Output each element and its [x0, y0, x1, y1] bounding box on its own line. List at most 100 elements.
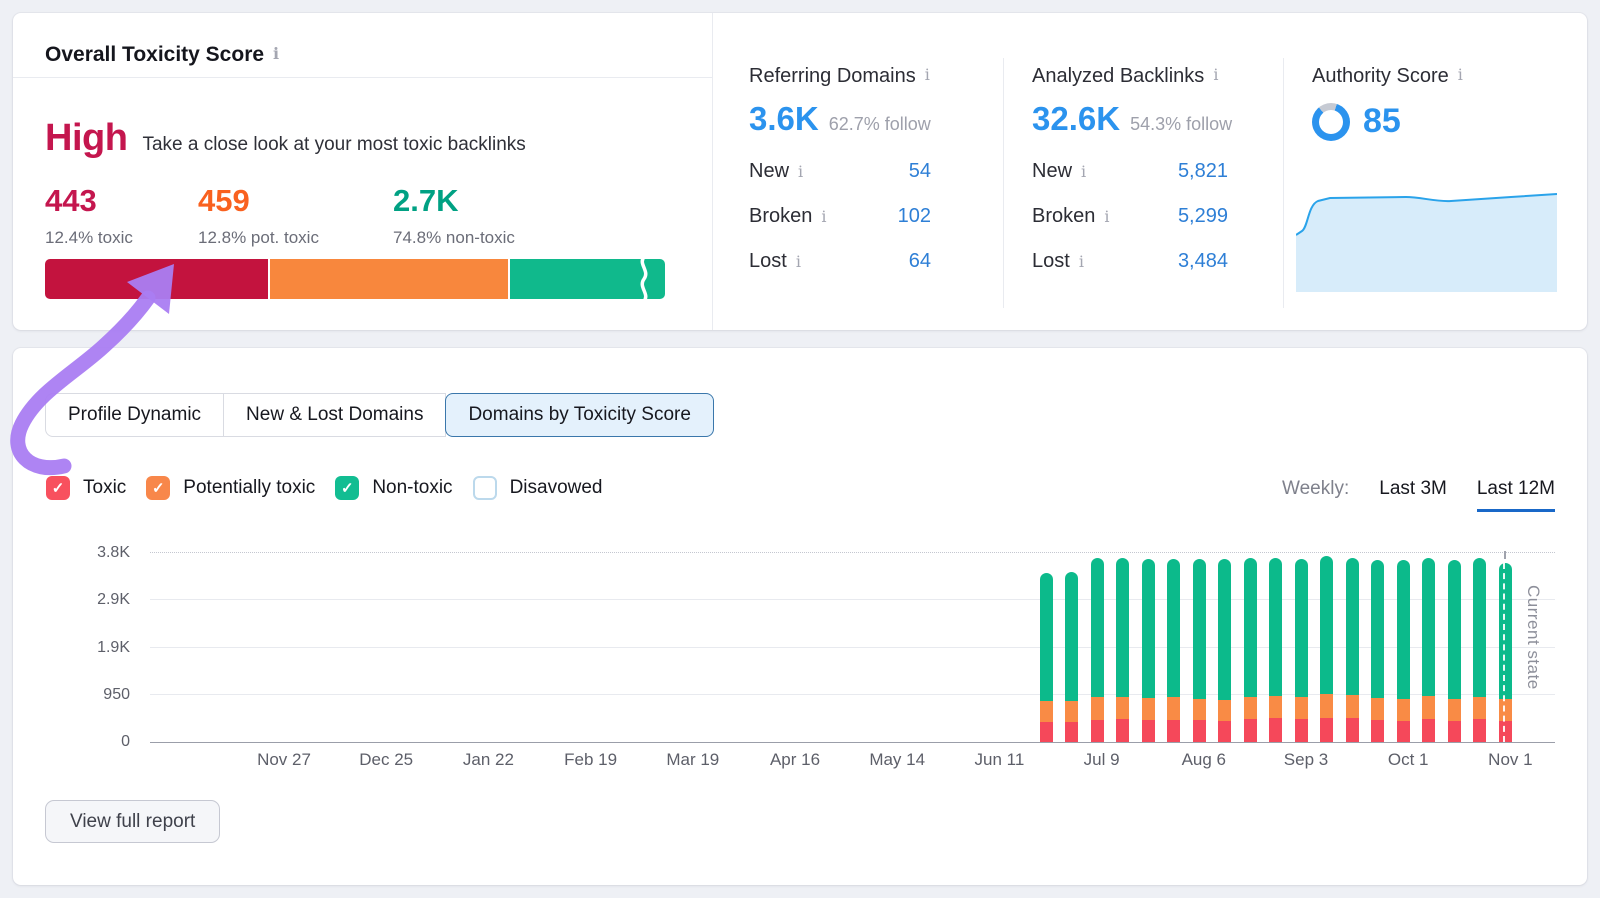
- non-toxic-checkbox[interactable]: ✓: [335, 476, 360, 500]
- bar-segment: [1218, 700, 1231, 721]
- bar-segment: [1294, 719, 1308, 742]
- info-icon[interactable]: i: [1081, 162, 1087, 181]
- non-toxic-caption: 74.8% non-toxic: [393, 228, 515, 247]
- info-icon[interactable]: i: [924, 65, 930, 84]
- bar-segment: [1447, 560, 1461, 700]
- referring-domains-follow: 62.7% follow: [828, 114, 931, 134]
- x-tick-label: Jun 11: [974, 750, 1025, 769]
- bar-segment: [1371, 719, 1384, 742]
- chart-bar: [1243, 558, 1257, 742]
- non-toxic-count: 2.7K: [393, 183, 459, 218]
- divider: [1003, 58, 1004, 308]
- period-last-3m[interactable]: Last 3M: [1379, 478, 1447, 499]
- chart-bar: [1192, 559, 1206, 742]
- x-tick-label: Jul 9: [1083, 750, 1120, 769]
- bar-segment: [1039, 700, 1053, 723]
- disavowed-checkbox[interactable]: [472, 476, 497, 500]
- row-label: Lost: [1032, 250, 1070, 272]
- divider: [1283, 58, 1284, 308]
- potentially-toxic-checkbox[interactable]: ✓: [146, 476, 171, 500]
- referring-domains-value[interactable]: 3.6K: [749, 100, 819, 137]
- info-icon[interactable]: i: [798, 162, 804, 181]
- tab-profile-dynamic[interactable]: Profile Dynamic: [45, 393, 225, 437]
- analyzed-backlinks-value-row: 32.6K 54.3% follow: [1032, 100, 1232, 138]
- x-tick-label: Nov 27: [257, 750, 311, 769]
- bar-segment: [1320, 555, 1333, 695]
- non-toxic-bar-segment: [509, 256, 665, 302]
- row-value-link[interactable]: 64: [908, 250, 931, 272]
- chart-bar: [1167, 559, 1180, 742]
- bar-segment: [1218, 559, 1231, 701]
- info-icon[interactable]: i: [1213, 65, 1219, 84]
- bar-segment: [1167, 696, 1180, 720]
- x-tick-label: Dec 25: [359, 750, 414, 769]
- toxicity-distribution-bar: [45, 256, 665, 302]
- metric-row: New i 54: [749, 160, 931, 183]
- bar-segment: [1294, 559, 1308, 697]
- chart-bar: [1473, 558, 1486, 742]
- chart-bar: [1141, 559, 1155, 742]
- row-value-link[interactable]: 3,484: [1177, 250, 1228, 272]
- filter-toxic[interactable]: ✓ Toxic: [46, 476, 126, 500]
- bar-segment: [1371, 697, 1384, 720]
- analyzed-backlinks-title-text: Analyzed Backlinks: [1032, 65, 1205, 87]
- analyzed-backlinks-value[interactable]: 32.6K: [1032, 100, 1121, 137]
- analyzed-backlinks-title: Analyzed Backlinks i: [1032, 65, 1228, 88]
- bar-segment: [1320, 694, 1333, 719]
- toxicity-hint: Take a close look at your most toxic bac…: [142, 134, 526, 155]
- referring-domains-title-text: Referring Domains: [749, 65, 916, 87]
- potentially-toxic-count: 459: [198, 183, 250, 218]
- row-value-link[interactable]: 5,299: [1177, 205, 1228, 227]
- analyzed-backlinks-follow: 54.3% follow: [1130, 114, 1233, 134]
- bar-segment: [1090, 719, 1104, 742]
- period-last-12m[interactable]: Last 12M: [1476, 478, 1555, 512]
- info-icon[interactable]: i: [1104, 207, 1110, 226]
- x-tick-label: Apr 16: [769, 750, 821, 769]
- bar-segment: [1473, 558, 1486, 698]
- bar-segment: [1192, 559, 1206, 700]
- period-label: Weekly:: [1282, 478, 1350, 499]
- authority-score-title-text: Authority Score: [1312, 65, 1449, 87]
- info-icon[interactable]: i: [273, 44, 280, 63]
- chart-plot: Nov 27 Dec 25 Jan 22 Feb 19 Mar 19 Apr 16 May …: [150, 550, 1555, 769]
- y-tick-label: 0: [121, 733, 130, 750]
- y-tick-label: 950: [103, 685, 130, 703]
- toxicity-level-row: High Take a close look at your most toxi…: [45, 117, 526, 160]
- chart-bar: [1218, 559, 1231, 742]
- potentially-toxic-bar-segment: [270, 259, 510, 299]
- info-icon[interactable]: i: [1078, 252, 1084, 271]
- info-icon[interactable]: i: [1457, 65, 1463, 84]
- toxic-checkbox[interactable]: ✓: [46, 476, 70, 500]
- row-label: Lost: [749, 250, 787, 272]
- filter-non-toxic[interactable]: ✓ Non-toxic: [335, 476, 453, 500]
- bar-segment: [1345, 558, 1359, 695]
- chart-bar: [1345, 558, 1359, 742]
- chart-y-axis: 0 950 1.9K 2.9K 3.8K: [58, 544, 130, 750]
- toxicity-card-title: Overall Toxicity Score i: [45, 43, 279, 67]
- info-icon[interactable]: i: [795, 252, 801, 271]
- bar-segment: [1269, 718, 1282, 742]
- backlink-profile-chart-card: Profile Dynamic New & Lost Domains Domai…: [13, 348, 1587, 885]
- filter-disavowed[interactable]: Disavowed: [472, 476, 603, 500]
- chart-bar: [1422, 558, 1435, 742]
- row-label: New: [749, 160, 790, 182]
- referring-domains-title: Referring Domains i: [749, 65, 931, 88]
- authority-score-value: 85: [1363, 102, 1401, 140]
- chart-bar: [1116, 558, 1129, 742]
- tab-new-lost-domains[interactable]: New & Lost Domains: [224, 393, 447, 437]
- toxic-caption: 12.4% toxic: [45, 228, 133, 247]
- toxicity-level: High: [45, 117, 128, 159]
- view-full-report-button[interactable]: View full report: [45, 800, 221, 843]
- bar-segment: [1039, 722, 1053, 742]
- gridline: [150, 646, 1555, 648]
- chart-bar: [1039, 572, 1053, 742]
- info-icon[interactable]: i: [821, 207, 827, 226]
- chart-bar: [1090, 557, 1104, 742]
- filter-potentially-toxic[interactable]: ✓ Potentially toxic: [146, 476, 315, 500]
- bar-segment: [1345, 718, 1359, 742]
- row-value-link[interactable]: 102: [897, 205, 931, 227]
- gridline: [150, 693, 1555, 695]
- row-value-link[interactable]: 5,821: [1177, 160, 1228, 182]
- tab-domains-by-toxicity-score[interactable]: Domains by Toxicity Score: [445, 393, 714, 437]
- row-value-link[interactable]: 54: [908, 160, 931, 182]
